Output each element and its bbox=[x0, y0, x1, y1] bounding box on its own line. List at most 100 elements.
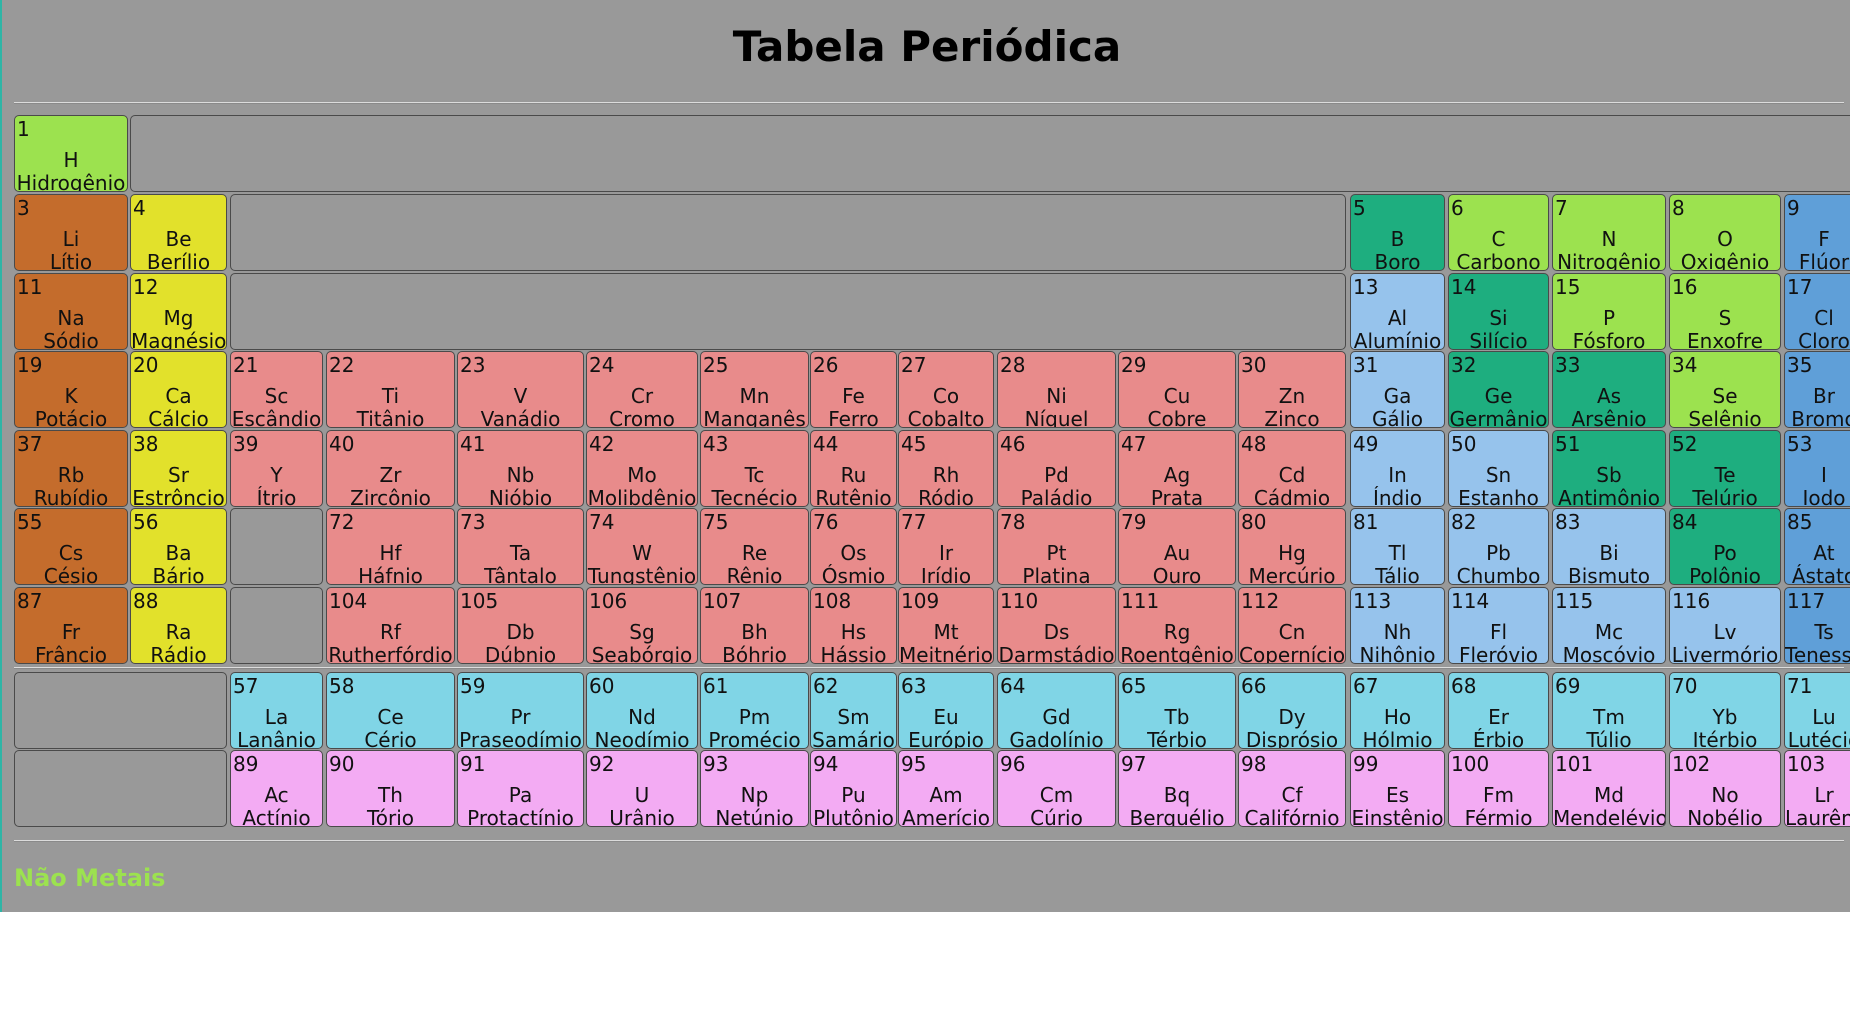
element-cu[interactable]: 29 Cu Cobre bbox=[1118, 351, 1236, 428]
element-f[interactable]: 9 F Flúor bbox=[1784, 194, 1850, 271]
element-ca[interactable]: 20 Ca Cálcio bbox=[130, 351, 227, 428]
element-c[interactable]: 6 C Carbono bbox=[1448, 194, 1549, 271]
element-db[interactable]: 105 Db Dúbnio bbox=[457, 587, 584, 664]
element-cm[interactable]: 96 Cm Cúrio bbox=[997, 750, 1116, 827]
element-nb[interactable]: 41 Nb Nióbio bbox=[457, 430, 584, 507]
element-mn[interactable]: 25 Mn Manganês bbox=[700, 351, 809, 428]
element-tm[interactable]: 69 Tm Túlio bbox=[1552, 672, 1666, 749]
element-fm[interactable]: 100 Fm Férmio bbox=[1448, 750, 1549, 827]
element-gd[interactable]: 64 Gd Gadolínio bbox=[997, 672, 1116, 749]
element-h[interactable]: 1 H Hidrogênio bbox=[14, 115, 128, 192]
element-te[interactable]: 52 Te Telúrio bbox=[1669, 430, 1781, 507]
element-eu[interactable]: 63 Eu Európio bbox=[898, 672, 994, 749]
element-zr[interactable]: 40 Zr Zircônio bbox=[326, 430, 455, 507]
element-lv[interactable]: 116 Lv Livermório bbox=[1669, 587, 1781, 664]
element-ba[interactable]: 56 Ba Bário bbox=[130, 508, 227, 585]
element-al[interactable]: 13 Al Alumínio bbox=[1350, 273, 1445, 350]
element-dy[interactable]: 66 Dy Disprósio bbox=[1238, 672, 1346, 749]
element-v[interactable]: 23 V Vanádio bbox=[457, 351, 584, 428]
element-sc[interactable]: 21 Sc Escândio bbox=[230, 351, 323, 428]
element-la[interactable]: 57 La Lanânio bbox=[230, 672, 323, 749]
element-y[interactable]: 39 Y Ítrio bbox=[230, 430, 323, 507]
element-rb[interactable]: 37 Rb Rubídio bbox=[14, 430, 128, 507]
element-ir[interactable]: 77 Ir Irídio bbox=[898, 508, 994, 585]
element-cd[interactable]: 48 Cd Cádmio bbox=[1238, 430, 1346, 507]
element-au[interactable]: 79 Au Ouro bbox=[1118, 508, 1236, 585]
element-pu[interactable]: 94 Pu Plutônio bbox=[810, 750, 897, 827]
element-ge[interactable]: 32 Ge Germânio bbox=[1448, 351, 1549, 428]
element-se[interactable]: 34 Se Selênio bbox=[1669, 351, 1781, 428]
element-lr[interactable]: 103 LrLaurêncio bbox=[1784, 750, 1850, 827]
element-ds[interactable]: 110 Ds Darmstádio bbox=[997, 587, 1116, 664]
element-cf[interactable]: 98 Cf Califórnio bbox=[1238, 750, 1346, 827]
element-ho[interactable]: 67 Ho Hólmio bbox=[1350, 672, 1445, 749]
element-sg[interactable]: 106 Sg Seabórgio bbox=[586, 587, 698, 664]
element-ac[interactable]: 89 Ac Actínio bbox=[230, 750, 323, 827]
element-at[interactable]: 85 At Ástato bbox=[1784, 508, 1850, 585]
element-lu[interactable]: 71 LuLutécio bbox=[1784, 672, 1850, 749]
element-fe[interactable]: 26 Fe Ferro bbox=[810, 351, 897, 428]
element-os[interactable]: 76 Os Ósmio bbox=[810, 508, 897, 585]
element-ti[interactable]: 22 Ti Titânio bbox=[326, 351, 455, 428]
element-pm[interactable]: 61 Pm Promécio bbox=[700, 672, 809, 749]
element-co[interactable]: 27 Co Cobalto bbox=[898, 351, 994, 428]
element-li[interactable]: 3 Li Lítio bbox=[14, 194, 128, 271]
element-ta[interactable]: 73 Ta Tântalo bbox=[457, 508, 584, 585]
element-bh[interactable]: 107 Bh Bóhrio bbox=[700, 587, 809, 664]
element-hs[interactable]: 108 Hs Hássio bbox=[810, 587, 897, 664]
element-ru[interactable]: 44 Ru Rutênio bbox=[810, 430, 897, 507]
element-be[interactable]: 4 Be Berílio bbox=[130, 194, 227, 271]
element-cs[interactable]: 55 Cs Césio bbox=[14, 508, 128, 585]
element-no[interactable]: 102 No Nobélio bbox=[1669, 750, 1781, 827]
element-th[interactable]: 90 Th Tório bbox=[326, 750, 455, 827]
element-am[interactable]: 95 Am Amerício bbox=[898, 750, 994, 827]
legend-nonmetals[interactable]: Não Metais bbox=[14, 864, 166, 892]
element-in[interactable]: 49 In Índio bbox=[1350, 430, 1445, 507]
element-es[interactable]: 99 Es Einstênio bbox=[1350, 750, 1445, 827]
element-pa[interactable]: 91 Pa Protactínio bbox=[457, 750, 584, 827]
element-tb[interactable]: 65 Tb Térbio bbox=[1118, 672, 1236, 749]
element-rh[interactable]: 45 Rh Ródio bbox=[898, 430, 994, 507]
element-er[interactable]: 68 Er Érbio bbox=[1448, 672, 1549, 749]
element-fr[interactable]: 87 Fr Frâncio bbox=[14, 587, 128, 664]
element-nd[interactable]: 60 Nd Neodímio bbox=[586, 672, 698, 749]
element-as[interactable]: 33 As Arsênio bbox=[1552, 351, 1666, 428]
element-sb[interactable]: 51 Sb Antimônio bbox=[1552, 430, 1666, 507]
element-ce[interactable]: 58 Ce Cério bbox=[326, 672, 455, 749]
element-tc[interactable]: 43 Tc Tecnécio bbox=[700, 430, 809, 507]
element-sr[interactable]: 38 Sr Estrôncio bbox=[130, 430, 227, 507]
element-nh[interactable]: 113 Nh Nihônio bbox=[1350, 587, 1445, 664]
element-w[interactable]: 74 W Tungstênio bbox=[586, 508, 698, 585]
element-tl[interactable]: 81 Tl Tálio bbox=[1350, 508, 1445, 585]
element-pb[interactable]: 82 Pb Chumbo bbox=[1448, 508, 1549, 585]
element-cn[interactable]: 112 Cn Copernício bbox=[1238, 587, 1346, 664]
element-o[interactable]: 8 O Oxigênio bbox=[1669, 194, 1781, 271]
element-s[interactable]: 16 S Enxofre bbox=[1669, 273, 1781, 350]
element-k[interactable]: 19 K Potácio bbox=[14, 351, 128, 428]
element-rg[interactable]: 111 Rg Roentgênio bbox=[1118, 587, 1236, 664]
element-pr[interactable]: 59 Pr Praseodímio bbox=[457, 672, 584, 749]
element-mo[interactable]: 42 Mo Molibdênio bbox=[586, 430, 698, 507]
element-cl[interactable]: 17 Cl Cloro bbox=[1784, 273, 1850, 350]
element-ra[interactable]: 88 Ra Rádio bbox=[130, 587, 227, 664]
element-po[interactable]: 84 Po Polônio bbox=[1669, 508, 1781, 585]
element-n[interactable]: 7 N Nitrogênio bbox=[1552, 194, 1666, 271]
element-ni[interactable]: 28 Ni Níquel bbox=[997, 351, 1116, 428]
element-sn[interactable]: 50 Sn Estanho bbox=[1448, 430, 1549, 507]
element-mc[interactable]: 115 Mc Moscóvio bbox=[1552, 587, 1666, 664]
element-p[interactable]: 15 P Fósforo bbox=[1552, 273, 1666, 350]
element-rf[interactable]: 104 Rf Rutherfórdio bbox=[326, 587, 455, 664]
element-md[interactable]: 101 Md Mendelévio bbox=[1552, 750, 1666, 827]
element-bi[interactable]: 83 Bi Bismuto bbox=[1552, 508, 1666, 585]
element-re[interactable]: 75 Re Rênio bbox=[700, 508, 809, 585]
element-ts[interactable]: 117 TsTenessino bbox=[1784, 587, 1850, 664]
element-hf[interactable]: 72 Hf Háfnio bbox=[326, 508, 455, 585]
element-pd[interactable]: 46 Pd Paládio bbox=[997, 430, 1116, 507]
element-u[interactable]: 92 U Urânio bbox=[586, 750, 698, 827]
element-si[interactable]: 14 Si Silício bbox=[1448, 273, 1549, 350]
element-np[interactable]: 93 Np Netúnio bbox=[700, 750, 809, 827]
element-bq[interactable]: 97 Bq Berquélio bbox=[1118, 750, 1236, 827]
element-i[interactable]: 53 I Iodo bbox=[1784, 430, 1850, 507]
element-pt[interactable]: 78 Pt Platina bbox=[997, 508, 1116, 585]
element-fl[interactable]: 114 Fl Fleróvio bbox=[1448, 587, 1549, 664]
